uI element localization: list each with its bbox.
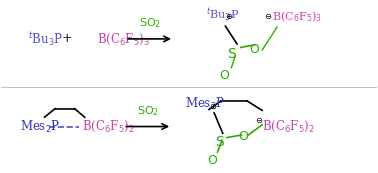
Text: B(C$_6$F$_5$)$_3$: B(C$_6$F$_5$)$_3$ — [271, 9, 322, 24]
Text: Mes$_2$P: Mes$_2$P — [185, 96, 225, 112]
Text: B(C$_6$F$_5$)$_3$: B(C$_6$F$_5$)$_3$ — [97, 31, 150, 47]
Text: B(C$_6$F$_5$)$_2$: B(C$_6$F$_5$)$_2$ — [82, 119, 135, 134]
Text: $\oplus$: $\oplus$ — [209, 102, 217, 111]
Text: S: S — [215, 135, 224, 149]
Text: B(C$_6$F$_5$)$_2$: B(C$_6$F$_5$)$_2$ — [262, 119, 315, 134]
Text: $\oplus$: $\oplus$ — [225, 12, 234, 21]
Text: $^{t}$Bu$_3$P: $^{t}$Bu$_3$P — [206, 6, 239, 24]
Text: $\ominus$: $\ominus$ — [256, 116, 264, 125]
Text: Mes$_2$P: Mes$_2$P — [20, 119, 60, 135]
Text: $\ominus$: $\ominus$ — [264, 12, 272, 21]
Text: O: O — [207, 154, 217, 167]
Text: SO$_2$: SO$_2$ — [137, 104, 159, 118]
Text: SO$_2$: SO$_2$ — [139, 17, 161, 30]
Text: $^{t}$Bu$_3$P: $^{t}$Bu$_3$P — [28, 30, 63, 48]
Text: O: O — [219, 69, 229, 82]
Text: O: O — [239, 130, 248, 143]
Text: S: S — [227, 47, 235, 61]
Text: +: + — [62, 32, 72, 45]
Text: O: O — [250, 43, 260, 56]
